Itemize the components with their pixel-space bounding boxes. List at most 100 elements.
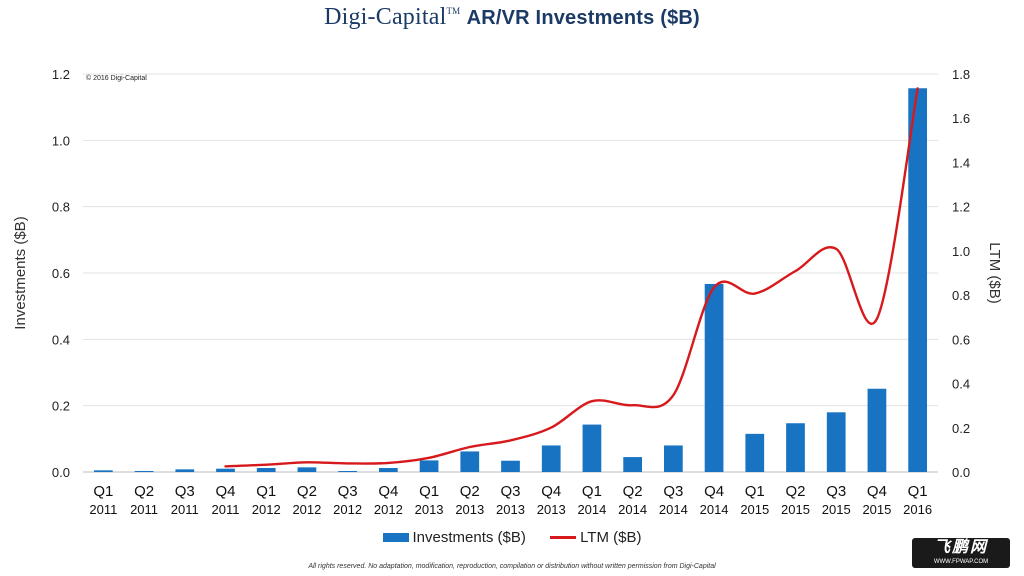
bar <box>216 468 235 472</box>
bar <box>338 471 358 472</box>
chart-title: Digi-CapitalTM AR/VR Investments ($B) <box>0 4 1024 31</box>
x-tick-label-year: 2012 <box>374 502 403 517</box>
x-tick-label-year: 2013 <box>455 502 484 517</box>
x-tick-label-year: 2015 <box>740 502 769 517</box>
x-tick-label-year: 2015 <box>822 502 851 517</box>
y-axis-title: Investments ($B) <box>12 216 29 329</box>
legend-label-investments: Investments ($B) <box>412 528 526 546</box>
x-tick-label-quarter: Q2 <box>785 483 805 500</box>
x-tick-label-quarter: Q1 <box>582 483 602 500</box>
x-tick-label-quarter: Q1 <box>256 483 276 500</box>
x-tick-label-quarter: Q3 <box>663 483 683 500</box>
bar <box>582 424 602 472</box>
bar <box>623 457 643 472</box>
x-tick-label-year: 2013 <box>496 502 525 517</box>
bar <box>378 468 398 472</box>
y2-tick-label: 1.2 <box>952 200 970 215</box>
bar <box>93 470 113 472</box>
bar <box>786 423 805 472</box>
x-tick-label-year: 2014 <box>700 502 729 517</box>
x-tick-label-quarter: Q1 <box>419 483 439 500</box>
y-tick-label: 1.2 <box>52 67 70 82</box>
x-tick-label-quarter: Q3 <box>500 483 520 500</box>
x-tick-label-quarter: Q3 <box>338 483 358 500</box>
footer-rights: All rights reserved. No adaptation, modi… <box>308 563 716 570</box>
chart-title-text: AR/VR Investments ($B) <box>466 7 700 29</box>
bar <box>175 469 195 472</box>
y-tick-label: 1.0 <box>52 133 70 148</box>
x-tick-label-quarter: Q4 <box>867 483 887 500</box>
x-tick-label-quarter: Q3 <box>826 483 846 500</box>
y-tick-label: 0.0 <box>52 465 70 480</box>
x-tick-label-quarter: Q4 <box>378 483 398 500</box>
y-tick-label: 0.4 <box>52 332 70 347</box>
bar <box>541 445 561 472</box>
x-tick-label-quarter: Q4 <box>215 483 235 500</box>
bar <box>134 471 154 472</box>
y2-tick-label: 0.4 <box>952 377 970 392</box>
x-tick-label-quarter: Q2 <box>297 483 317 500</box>
y2-tick-label: 1.6 <box>952 111 970 126</box>
x-tick-label-quarter: Q4 <box>704 483 724 500</box>
x-tick-label-quarter: Q3 <box>175 483 195 500</box>
watermark-logo: 飞鹏网 WWW.FPWAP.COM <box>912 538 1010 568</box>
x-tick-label-year: 2013 <box>537 502 566 517</box>
x-tick-label-year: 2014 <box>618 502 647 517</box>
x-tick-label-quarter: Q2 <box>460 483 480 500</box>
bar <box>745 433 765 472</box>
bar <box>256 468 276 472</box>
legend-item-ltm: LTM ($B) <box>550 529 641 546</box>
x-tick-label-quarter: Q2 <box>134 483 154 500</box>
y2-tick-label: 1.0 <box>952 244 970 259</box>
y2-tick-label: 0.8 <box>952 288 970 303</box>
y2-tick-label: 0.6 <box>952 332 970 347</box>
legend: Investments ($B) LTM ($B) <box>0 528 1024 546</box>
legend-item-investments: Investments ($B) <box>382 528 526 546</box>
x-tick-label-year: 2015 <box>781 502 810 517</box>
watermark-text: 飞鹏网 <box>933 539 988 556</box>
x-tick-label-quarter: Q4 <box>541 483 561 500</box>
bar <box>419 460 439 472</box>
y-tick-label: 0.2 <box>52 399 70 414</box>
x-tick-label-quarter: Q1 <box>745 483 765 500</box>
x-tick-label-year: 2016 <box>903 502 932 517</box>
x-tick-label-year: 2013 <box>415 502 444 517</box>
legend-swatch-bar <box>382 533 409 543</box>
bar <box>867 388 887 472</box>
x-tick-label-year: 2014 <box>577 502 606 517</box>
legend-swatch-line <box>550 536 577 540</box>
x-tick-label-year: 2012 <box>333 502 362 517</box>
x-tick-label-year: 2011 <box>171 502 199 517</box>
y2-axis-title: LTM ($B) <box>986 242 1003 303</box>
x-tick-label-year: 2011 <box>89 502 117 517</box>
x-tick-label-year: 2012 <box>292 502 321 517</box>
y-tick-label: 0.6 <box>52 266 70 281</box>
bar <box>908 88 928 473</box>
ltm-line <box>224 87 919 468</box>
legend-label-ltm: LTM ($B) <box>580 528 642 546</box>
x-tick-label-year: 2015 <box>862 502 891 517</box>
copyright-note: © 2016 Digi-Capital <box>86 75 147 82</box>
bar <box>663 445 683 472</box>
x-tick-label-year: 2011 <box>130 502 158 517</box>
y2-tick-label: 0.2 <box>952 421 970 436</box>
x-tick-label-quarter: Q1 <box>908 483 928 500</box>
x-tick-label-year: 2012 <box>252 502 281 517</box>
brand-name: Digi-Capital <box>324 4 447 30</box>
y-tick-label: 0.8 <box>52 200 70 215</box>
bar <box>704 283 724 472</box>
x-tick-label-year: 2014 <box>659 502 688 517</box>
bar <box>826 412 846 472</box>
y2-tick-label: 1.4 <box>952 155 970 170</box>
bar <box>501 460 520 472</box>
x-tick-label-quarter: Q1 <box>93 483 113 500</box>
trademark-mark: TM <box>446 6 461 16</box>
x-tick-label-quarter: Q2 <box>623 483 643 500</box>
x-tick-label-year: 2011 <box>212 502 240 517</box>
bar <box>297 467 317 472</box>
bar <box>460 451 480 472</box>
watermark-url: WWW.FPWAP.COM <box>933 559 989 565</box>
y2-tick-label: 1.8 <box>952 67 970 82</box>
y2-tick-label: 0.0 <box>952 465 970 480</box>
